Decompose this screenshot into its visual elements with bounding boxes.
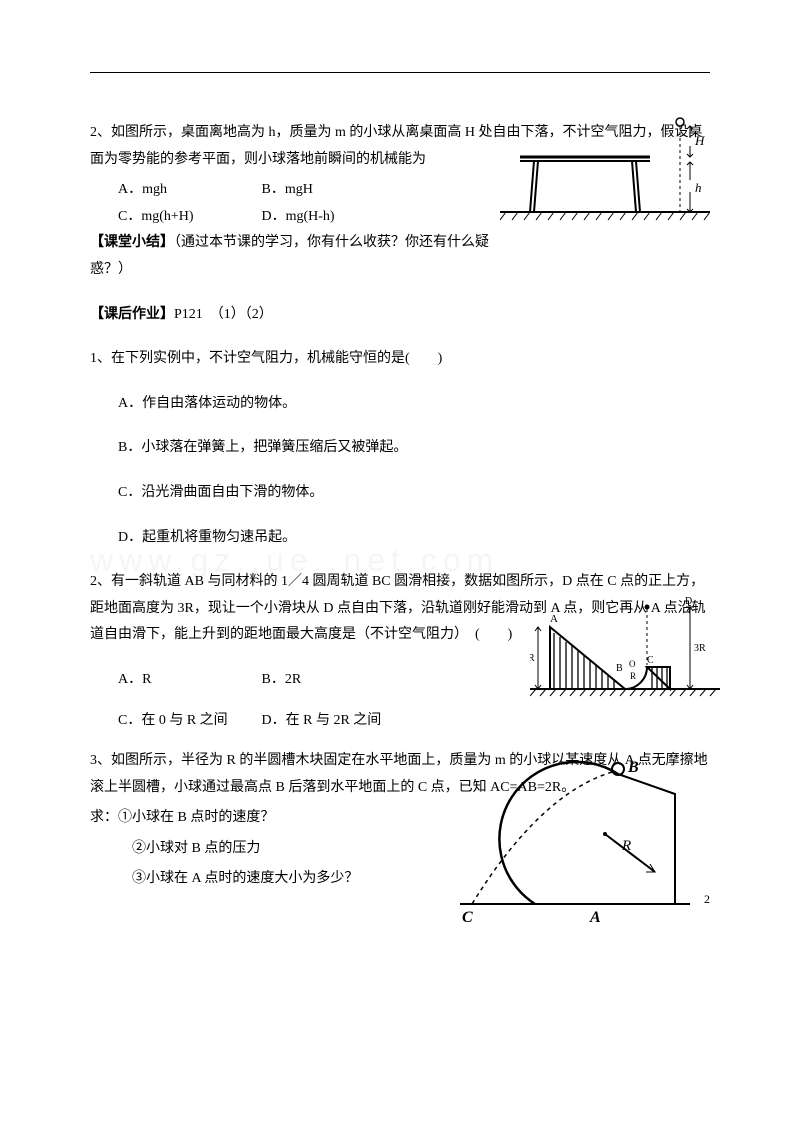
svg-text:O: O xyxy=(629,659,636,669)
q1-option-a: A．作自由落体运动的物体。 xyxy=(90,391,710,418)
fig1-label-H: H xyxy=(694,133,705,148)
homework-text: P121 （1）（2） xyxy=(174,307,273,322)
q2-top-option-c: C．mg(h+H) xyxy=(118,204,258,231)
figure-semicircle: B A C R xyxy=(460,754,690,924)
q2-top-option-d: D．mg(H-h) xyxy=(262,204,402,231)
question-1: 1、在下列实例中，不计空气阻力，机械能守恒的是( ) A．作自由落体运动的物体。… xyxy=(90,346,710,551)
fig3-label-A: A xyxy=(589,909,601,924)
fig1-label-h: h xyxy=(695,180,702,195)
q2-option-a: A．R xyxy=(118,667,258,694)
fig2-label-2R: 2R xyxy=(530,653,535,664)
q1-option-d: D．起重机将重物匀速吊起。 xyxy=(90,525,710,552)
q2-option-d: D．在 R 与 2R 之间 xyxy=(262,708,402,735)
fig2-label-R: R xyxy=(630,671,636,681)
fig2-label-C: C xyxy=(647,655,654,666)
question-2-top: 2、如图所示，桌面离地高为 h，质量为 m 的小球从离桌面高 H 处自由下落，不… xyxy=(90,120,710,230)
fig2-label-A: A xyxy=(550,613,558,625)
figure-track: A B C D R 3R 2R O xyxy=(530,589,720,699)
page-number: 2 xyxy=(704,888,710,911)
q1-option-b: B．小球落在弹簧上，把弹簧压缩后又被弹起。 xyxy=(90,435,710,462)
q2-option-b: B．2R xyxy=(262,667,402,694)
q2-top-option-a: A．mgh xyxy=(118,177,258,204)
homework-label: 【课后作业】 xyxy=(90,307,174,322)
fig3-label-C: C xyxy=(462,909,473,924)
question-2: 2、有一斜轨道 AB 与同材料的 1／4 圆周轨道 BC 圆滑相接，数据如图所示… xyxy=(90,569,710,734)
question-3: 3、如图所示，半径为 R 的半圆槽木块固定在水平地面上，质量为 m 的小球以某速… xyxy=(90,748,710,893)
fig2-label-B: B xyxy=(616,663,623,674)
top-rule xyxy=(90,72,710,73)
q2-option-c: C．在 0 与 R 之间 xyxy=(118,708,258,735)
figure-table: H h xyxy=(500,112,710,222)
q2-top-option-b: B．mgH xyxy=(262,177,402,204)
fig2-label-3R: 3R xyxy=(694,643,706,654)
q1-text: 1、在下列实例中，不计空气阻力，机械能守恒的是( ) xyxy=(90,346,710,373)
q1-option-c: C．沿光滑曲面自由下滑的物体。 xyxy=(90,480,710,507)
fig3-label-B: B xyxy=(627,759,639,776)
summary-label: 【课堂小结】 xyxy=(90,235,174,250)
fig3-label-R: R xyxy=(621,838,631,854)
fig2-label-D: D xyxy=(685,596,692,607)
